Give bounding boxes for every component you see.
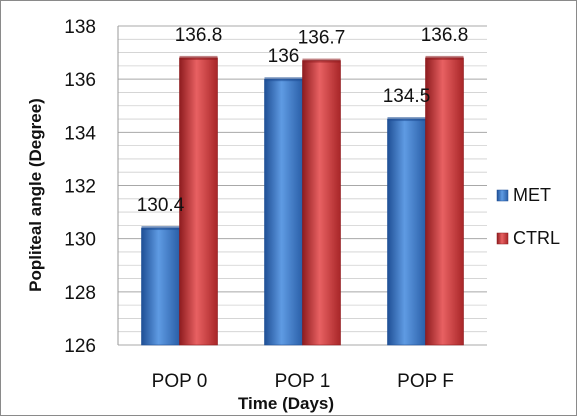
y-tick-label: 130 bbox=[64, 230, 96, 251]
bar-ctrl bbox=[302, 60, 341, 346]
bar-met bbox=[141, 227, 180, 346]
data-label: 130.4 bbox=[137, 195, 185, 216]
bar-ctrl bbox=[425, 57, 464, 346]
bar-cap bbox=[141, 226, 180, 231]
y-tick-label: 138 bbox=[64, 17, 96, 38]
legend-label-met: MET bbox=[513, 185, 551, 205]
x-tick-label: POP 0 bbox=[152, 371, 208, 392]
y-tick-label: 134 bbox=[64, 123, 96, 144]
data-label: 136 bbox=[268, 46, 300, 67]
bar-cap bbox=[179, 55, 218, 60]
y-tick-label: 128 bbox=[64, 283, 96, 304]
y-tick-label: 126 bbox=[64, 336, 96, 357]
legend-label-ctrl: CTRL bbox=[513, 228, 560, 248]
y-axis-title: Popliteal angle (Degree) bbox=[26, 98, 45, 292]
bar-met bbox=[264, 78, 303, 346]
legend-swatch-ctrl bbox=[496, 232, 509, 245]
data-label: 136.7 bbox=[298, 28, 346, 49]
legend-swatch-met bbox=[496, 189, 509, 202]
y-tick-labels: 126 128 130 132 134 136 138 bbox=[64, 17, 96, 357]
data-label: 134.5 bbox=[383, 86, 431, 107]
y-tick-label: 132 bbox=[64, 177, 96, 198]
y-tick-label: 136 bbox=[64, 70, 96, 91]
bar-cap bbox=[425, 55, 464, 60]
x-axis-title: Time (Days) bbox=[238, 394, 334, 413]
data-label: 136.8 bbox=[421, 25, 469, 46]
bars bbox=[141, 55, 464, 346]
data-label: 136.8 bbox=[175, 25, 223, 46]
bar-cap bbox=[302, 58, 341, 63]
bar-met bbox=[387, 118, 426, 346]
bar-cap bbox=[264, 77, 303, 82]
legend: MET CTRL bbox=[496, 185, 560, 248]
bar-ctrl bbox=[179, 57, 218, 346]
x-tick-label: POP F bbox=[397, 371, 454, 392]
x-tick-label: POP 1 bbox=[275, 371, 331, 392]
bar-cap bbox=[387, 117, 426, 122]
x-tick-labels: POP 0 POP 1 POP F bbox=[152, 371, 454, 392]
